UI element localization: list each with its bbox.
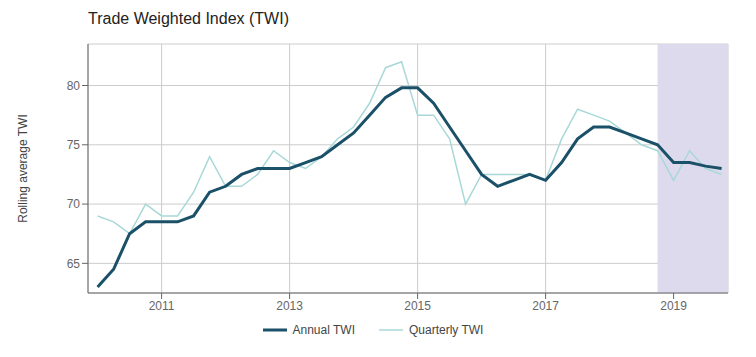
svg-text:70: 70 — [67, 197, 81, 211]
svg-text:2019: 2019 — [660, 299, 687, 313]
svg-text:65: 65 — [67, 257, 81, 271]
svg-text:80: 80 — [67, 79, 81, 93]
svg-text:2013: 2013 — [276, 299, 303, 313]
svg-text:2011: 2011 — [149, 299, 175, 313]
svg-text:75: 75 — [67, 138, 81, 152]
svg-text:Rolling average TWI: Rolling average TWI — [16, 114, 30, 223]
svg-text:2017: 2017 — [532, 299, 559, 313]
html-text:Trade Weighted Index (TWI): Trade Weighted Index (TWI) — [88, 10, 289, 27]
html-text:Annual TWI: Annual TWI — [292, 323, 355, 337]
svg-text:2015: 2015 — [404, 299, 431, 313]
html-text:Quarterly TWI: Quarterly TWI — [409, 323, 484, 337]
